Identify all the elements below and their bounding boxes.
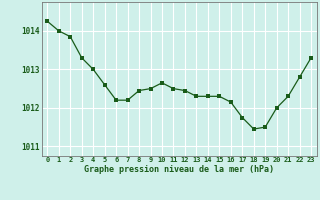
X-axis label: Graphe pression niveau de la mer (hPa): Graphe pression niveau de la mer (hPa) bbox=[84, 165, 274, 174]
